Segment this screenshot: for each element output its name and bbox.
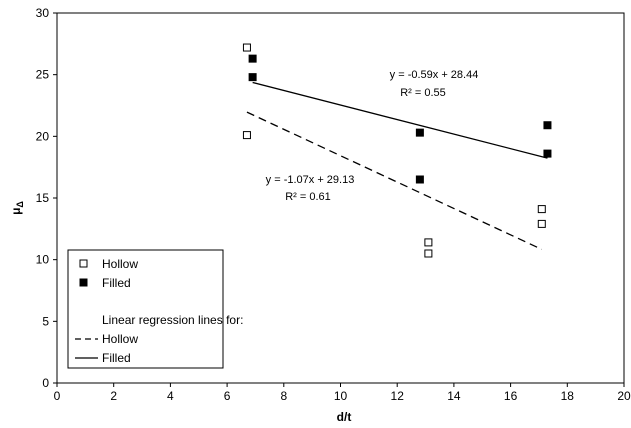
filled-r2: R² = 0.55	[400, 87, 446, 99]
regression-line-filled	[252, 81, 548, 159]
filled-data-point	[543, 121, 552, 130]
y-axis-title-sub: Δ	[15, 201, 25, 208]
hollow-data-point	[424, 249, 433, 258]
regression-line-hollow	[246, 111, 543, 250]
legend-filled-marker	[79, 278, 88, 287]
hollow-data-point	[242, 131, 251, 140]
hollow-r2: R² = 0.61	[285, 191, 331, 203]
x-tick-label: 6	[224, 389, 231, 403]
y-tick-label: 10	[36, 253, 50, 267]
y-tick-label: 25	[36, 68, 50, 82]
x-tick-label: 4	[167, 389, 174, 403]
x-tick-label: 0	[54, 389, 61, 403]
x-tick-label: 20	[617, 389, 631, 403]
filled-data-point	[415, 175, 424, 184]
x-tick-label: 10	[334, 389, 348, 403]
regression-lines	[246, 81, 548, 250]
filled-regression-annotation: y = -0.59x + 28.44 R² = 0.55	[390, 69, 479, 99]
x-tick-label: 16	[504, 389, 518, 403]
y-tick-label: 15	[36, 191, 50, 205]
y-axis-ticks: 0 5 10 15 20 25 30	[36, 6, 57, 390]
filled-data-point	[248, 54, 257, 63]
y-tick-label: 5	[42, 314, 49, 328]
y-tick-label: 0	[42, 376, 49, 390]
y-axis-title: μΔ	[9, 201, 25, 215]
hollow-equation: y = -1.07x + 29.13	[266, 174, 355, 186]
y-tick-label: 30	[36, 6, 50, 20]
filled-equation: y = -0.59x + 28.44	[390, 69, 479, 81]
x-axis-title: d/t	[337, 410, 352, 424]
data-points	[242, 43, 552, 258]
legend: Hollow Filled Linear regression lines fo…	[67, 249, 243, 369]
x-tick-label: 18	[561, 389, 575, 403]
legend-filled-line-label: Filled	[102, 351, 131, 365]
hollow-data-point	[242, 43, 251, 52]
x-tick-label: 14	[447, 389, 461, 403]
hollow-data-point	[537, 219, 546, 228]
legend-filled-label: Filled	[102, 276, 131, 290]
legend-subheading: Linear regression lines for:	[102, 313, 243, 327]
hollow-data-point	[537, 205, 546, 214]
filled-data-point	[543, 149, 552, 158]
legend-box	[67, 249, 224, 369]
legend-hollow-line-label: Hollow	[102, 332, 138, 346]
filled-data-point	[248, 73, 257, 82]
hollow-data-point	[424, 238, 433, 247]
hollow-regression-annotation: y = -1.07x + 29.13 R² = 0.61	[266, 174, 355, 203]
legend-hollow-label: Hollow	[102, 257, 138, 271]
x-tick-label: 2	[110, 389, 117, 403]
filled-data-point	[415, 128, 424, 137]
legend-hollow-marker	[79, 259, 88, 268]
x-axis-ticks: 0 2 4 6 8 10 12 14 16 18 20	[54, 383, 631, 403]
y-tick-label: 20	[36, 129, 50, 143]
x-tick-label: 12	[391, 389, 405, 403]
y-axis-title-main: μ	[9, 208, 23, 215]
x-tick-label: 8	[280, 389, 287, 403]
